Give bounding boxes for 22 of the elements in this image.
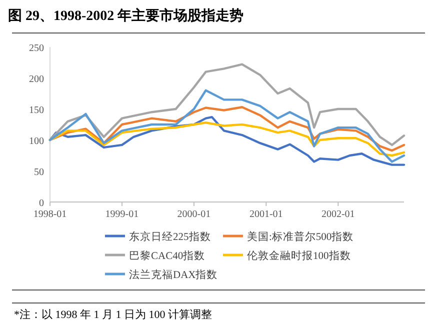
x-tick-label: 1999-01 [105,209,139,220]
legend-label: 东京日经225指数 [129,230,211,243]
line-series [48,122,406,157]
legend-label: 法兰克福DAX指数 [129,268,218,281]
line-series [48,63,406,146]
x-tick-label: 2000-01 [177,209,211,220]
y-tick-label: 250 [29,43,44,54]
y-tick-label: 0 [39,198,44,209]
y-tick-label: 50 [34,167,44,178]
y-tick-label: 200 [29,74,44,85]
y-tick-label: 150 [29,105,44,116]
x-tick-label: 2002-01 [321,209,355,220]
chart-title: 图 29、1998-2002 年主要市场股指走势 [8,7,244,24]
line-series [48,116,406,166]
legend-label: 巴黎CAC40指数 [129,250,206,262]
x-tick-label: 2001-01 [249,209,283,220]
y-tick-label: 100 [29,136,44,147]
line-series [48,89,406,163]
text: *注：以 1998 年 1 月 1 日为 100 计算调整 [14,308,212,321]
legend-label: 美国:标准普尔500指数 [247,230,354,243]
x-tick-label: 1998-01 [33,209,67,220]
legend-label: 伦敦金融时报100指数 [247,249,351,262]
